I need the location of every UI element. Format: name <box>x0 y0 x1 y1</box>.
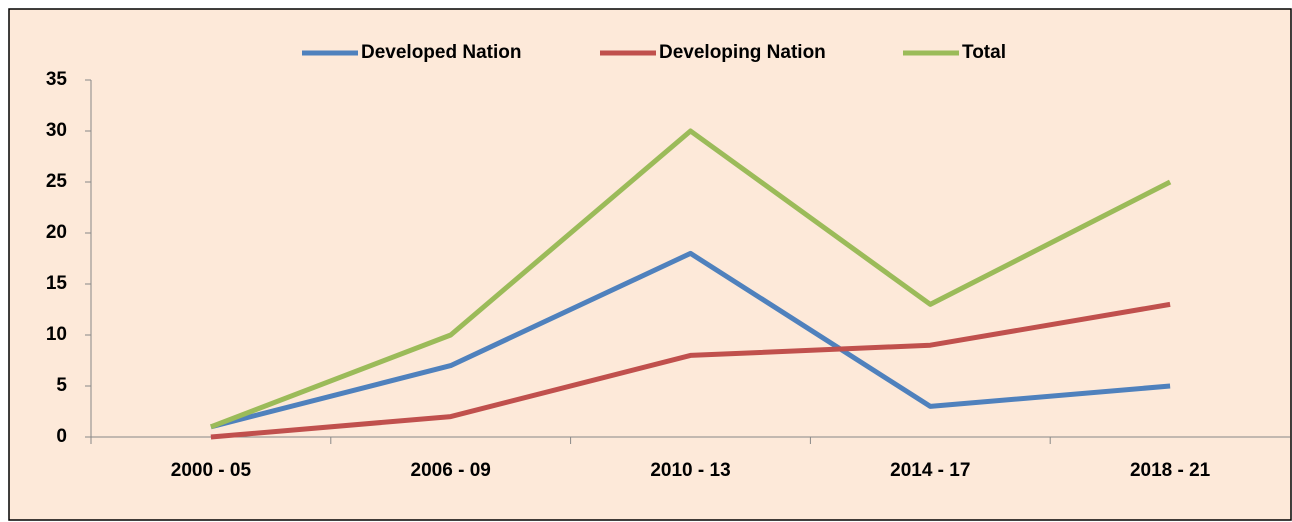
y-tick-label: 0 <box>56 426 67 447</box>
series-line <box>210 128 1172 430</box>
y-tick-label: 20 <box>46 222 67 243</box>
series-line <box>210 250 1171 430</box>
y-tick-label: 30 <box>46 120 67 141</box>
legend-label: Developed Nation <box>361 42 521 63</box>
y-tick-label: 10 <box>46 324 67 345</box>
x-tick-label: 2018 - 21 <box>1130 460 1211 481</box>
y-tick-label: 15 <box>46 273 68 294</box>
legend-label: Developing Nation <box>659 42 826 63</box>
series-line <box>210 301 1171 440</box>
x-tick-label: 2006 - 09 <box>411 460 491 481</box>
x-tick-label: 2010 - 13 <box>650 460 730 481</box>
chart-background <box>8 8 1292 521</box>
x-tick-label: 2014 - 17 <box>890 460 970 481</box>
y-tick-label: 35 <box>46 69 68 90</box>
legend-label: Total <box>962 42 1006 63</box>
y-tick-label: 25 <box>46 171 68 192</box>
x-tick-label: 2000 - 05 <box>171 460 252 481</box>
y-tick-label: 5 <box>56 375 67 396</box>
